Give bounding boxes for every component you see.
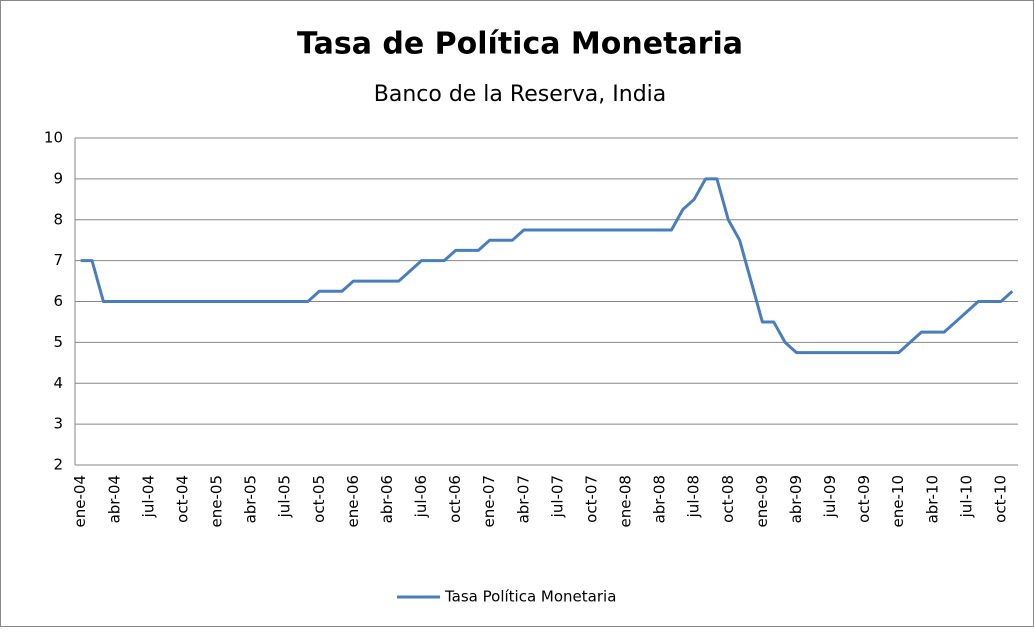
x-tick-label: abr-10 [923, 475, 941, 523]
x-tick-label: jul-05 [276, 475, 294, 518]
x-tick-label: oct-04 [173, 475, 191, 523]
x-tick-label: oct-06 [446, 475, 464, 523]
x-tick-label: oct-09 [855, 475, 873, 523]
x-tick-label: ene-07 [480, 475, 498, 527]
y-tick-label: 4 [53, 374, 63, 392]
x-tick-label: oct-08 [719, 475, 737, 523]
x-tick-label: ene-10 [889, 475, 907, 527]
y-tick-label: 9 [53, 169, 63, 187]
y-tick-label: 2 [53, 456, 63, 474]
x-tick-label: ene-05 [208, 475, 226, 527]
chart-title: Tasa de Política Monetaria [297, 27, 743, 62]
legend-label: Tasa Política Monetaria [444, 588, 616, 606]
x-tick-label: abr-08 [651, 475, 669, 523]
line-series [80, 177, 1014, 355]
x-tick-label: ene-08 [617, 475, 635, 527]
x-tick-label: jul-04 [139, 475, 157, 518]
y-tick-label: 7 [53, 251, 63, 269]
y-tick-label: 6 [53, 292, 63, 310]
x-tick-label: oct-05 [310, 475, 328, 523]
x-tick-label: abr-04 [105, 475, 123, 523]
y-tick-label: 8 [53, 210, 63, 228]
chart-subtitle: Banco de la Reserva, India [374, 82, 667, 107]
x-tick-label: ene-09 [753, 475, 771, 527]
x-tick-label: oct-10 [991, 475, 1009, 523]
x-tick-label: jul-06 [412, 475, 430, 518]
x-tick-label: abr-09 [787, 475, 805, 523]
x-tick-label: abr-06 [378, 475, 396, 523]
x-tick-label: jul-08 [685, 475, 703, 518]
x-tick-label: jul-07 [548, 475, 566, 518]
x-tick-label: oct-07 [582, 475, 600, 523]
x-tick-label: ene-06 [344, 475, 362, 527]
y-tick-label: 5 [53, 333, 63, 351]
y-tick-label: 10 [44, 129, 63, 147]
x-tick-label: ene-04 [71, 475, 89, 527]
x-tick-label: jul-10 [957, 475, 975, 518]
x-tick-label: jul-09 [821, 475, 839, 518]
x-tick-label: abr-07 [514, 475, 532, 523]
y-tick-label: 3 [53, 415, 63, 433]
x-tick-label: abr-05 [242, 475, 260, 523]
